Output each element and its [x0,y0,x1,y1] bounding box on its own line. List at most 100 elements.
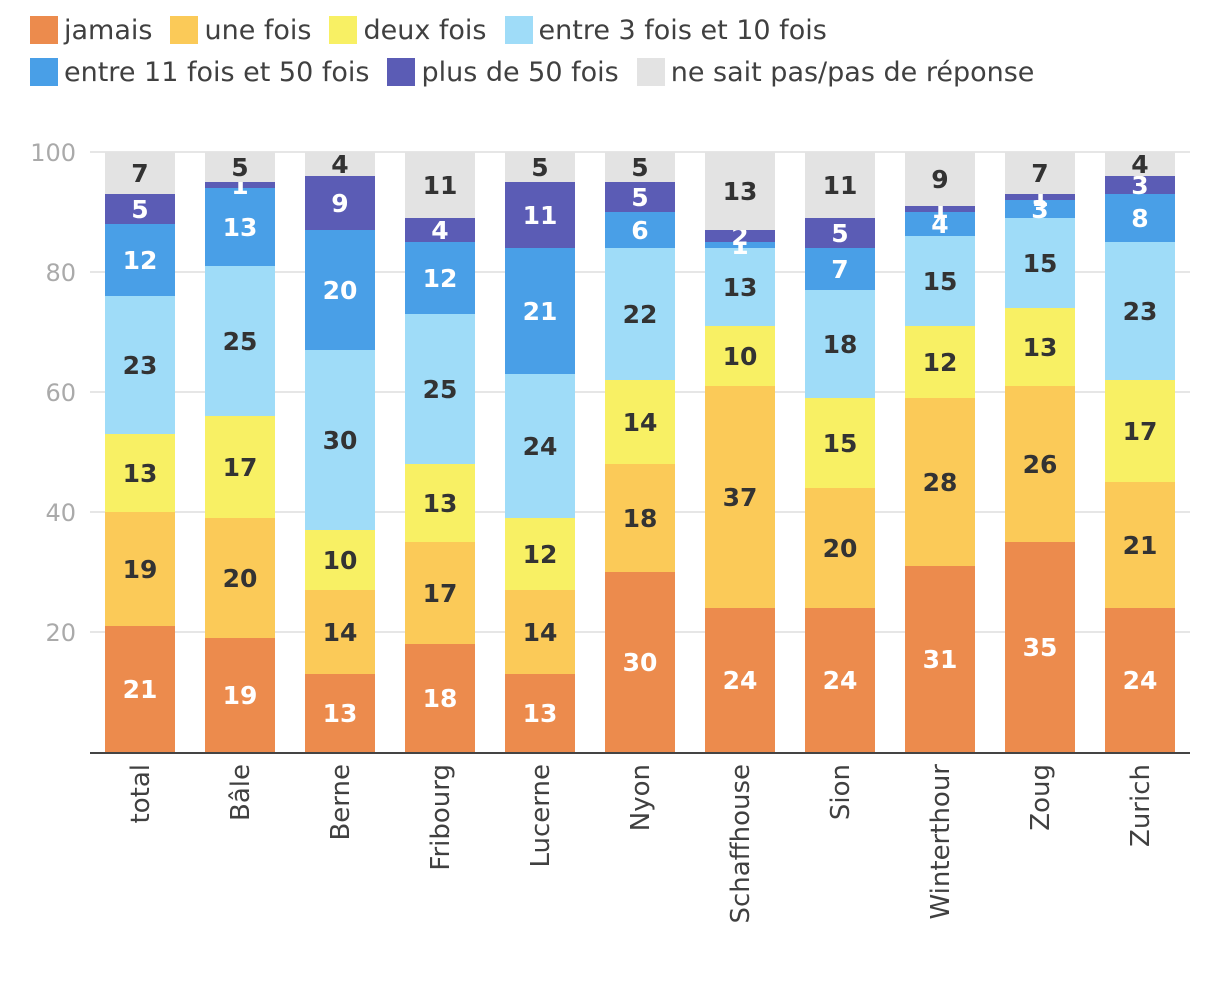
bar-segment-une-fois[interactable] [505,590,575,674]
bar-segment-une-fois[interactable] [805,488,875,608]
data-label: 23 [1123,297,1158,326]
bar-segment-deux-fois[interactable] [1005,308,1075,386]
bar-segment-plus-de-50-fois[interactable] [105,194,175,224]
bar-segment-une-fois[interactable] [705,386,775,608]
legend-item-ne-sait-pas-pas-de-reponse[interactable]: ne sait pas/pas de réponse [636,52,1034,94]
bar-segment-ne-sait-pas-pas-de-reponse[interactable] [805,152,875,218]
bar-segment-une-fois[interactable] [1105,482,1175,608]
bar-segment-plus-de-50-fois[interactable] [205,182,275,188]
x-category-label: Winterthour [926,764,956,920]
bar-segment-une-fois[interactable] [205,518,275,638]
bar-segment-une-fois[interactable] [405,542,475,644]
bar-segment-une-fois[interactable] [605,464,675,572]
bar-segment-ne-sait-pas-pas-de-reponse[interactable] [905,152,975,206]
data-label: 14 [623,408,658,437]
bar-segment-entre-3-fois-et-10-fois[interactable] [205,266,275,416]
bar-segment-deux-fois[interactable] [105,434,175,512]
bar-segment-ne-sait-pas-pas-de-reponse[interactable] [305,152,375,176]
bar-segment-entre-3-fois-et-10-fois[interactable] [405,314,475,464]
bar-segment-jamais[interactable] [1105,608,1175,752]
bar-segment-entre-11-fois-et-50-fois[interactable] [505,248,575,374]
data-label: 7 [1031,159,1048,188]
legend-item-jamais[interactable]: jamais [30,10,152,52]
bar-segment-une-fois[interactable] [905,398,975,566]
legend-swatch [329,16,358,44]
bar-segment-deux-fois[interactable] [405,464,475,542]
data-label: 4 [931,210,948,239]
data-label: 37 [723,483,758,512]
bar-segment-jamais[interactable] [905,566,975,752]
bar-segment-deux-fois[interactable] [705,326,775,386]
legend-item-plus-de-50-fois[interactable]: plus de 50 fois [387,52,619,94]
bar-segment-entre-11-fois-et-50-fois[interactable] [1105,194,1175,242]
bar-segment-entre-11-fois-et-50-fois[interactable] [605,212,675,248]
bar-segment-entre-3-fois-et-10-fois[interactable] [705,248,775,326]
bar-segment-entre-3-fois-et-10-fois[interactable] [505,374,575,518]
x-category-label: Bâle [226,764,256,821]
bar-segment-deux-fois[interactable] [205,416,275,518]
bar-segment-deux-fois[interactable] [805,398,875,488]
bar-segment-entre-3-fois-et-10-fois[interactable] [1105,242,1175,380]
bar-segment-entre-11-fois-et-50-fois[interactable] [205,188,275,266]
bar-segment-ne-sait-pas-pas-de-reponse[interactable] [705,152,775,230]
bar-segment-plus-de-50-fois[interactable] [405,218,475,242]
bar-segment-plus-de-50-fois[interactable] [505,182,575,248]
bar-segment-jamais[interactable] [205,638,275,752]
legend-item-deux-fois[interactable]: deux fois [329,10,487,52]
bar-segment-jamais[interactable] [805,608,875,752]
bar-segment-entre-11-fois-et-50-fois[interactable] [105,224,175,296]
bar-segment-deux-fois[interactable] [305,530,375,590]
bar-segment-jamais[interactable] [705,608,775,752]
x-category-label: total [126,764,156,823]
bar-segment-plus-de-50-fois[interactable] [1005,194,1075,200]
legend-item-une-fois[interactable]: une fois [170,10,311,52]
bar-segment-ne-sait-pas-pas-de-reponse[interactable] [105,152,175,194]
bar-segment-entre-3-fois-et-10-fois[interactable] [805,290,875,398]
bar-segment-jamais[interactable] [105,626,175,752]
data-label: 25 [423,375,458,404]
bar-segment-ne-sait-pas-pas-de-reponse[interactable] [1005,152,1075,194]
bar-segment-ne-sait-pas-pas-de-reponse[interactable] [605,152,675,182]
bar-segment-entre-3-fois-et-10-fois[interactable] [1005,218,1075,308]
bar-segment-entre-11-fois-et-50-fois[interactable] [905,212,975,236]
legend-item-entre-3-fois-et-10-fois[interactable]: entre 3 fois et 10 fois [504,10,827,52]
bar-segment-deux-fois[interactable] [905,326,975,398]
bar-segment-ne-sait-pas-pas-de-reponse[interactable] [505,152,575,182]
legend-label: plus de 50 fois [421,57,619,88]
bar-segment-entre-11-fois-et-50-fois[interactable] [305,230,375,350]
bar-segment-ne-sait-pas-pas-de-reponse[interactable] [1105,152,1175,176]
bar-segment-entre-3-fois-et-10-fois[interactable] [905,236,975,326]
bar-segment-plus-de-50-fois[interactable] [1105,176,1175,194]
legend-label: entre 3 fois et 10 fois [538,15,827,46]
bar-segment-entre-11-fois-et-50-fois[interactable] [1005,200,1075,218]
bar-segment-jamais[interactable] [305,674,375,752]
bar-segment-entre-11-fois-et-50-fois[interactable] [405,242,475,314]
bar-segment-ne-sait-pas-pas-de-reponse[interactable] [405,152,475,218]
bar-segment-plus-de-50-fois[interactable] [605,182,675,212]
bar-segment-entre-3-fois-et-10-fois[interactable] [105,296,175,434]
bar-segment-deux-fois[interactable] [505,518,575,590]
data-label: 12 [423,264,458,293]
legend-swatch [504,16,533,44]
bar-segment-deux-fois[interactable] [605,380,675,464]
bar-segment-jamais[interactable] [605,572,675,752]
bar-segment-entre-3-fois-et-10-fois[interactable] [605,248,675,380]
legend-item-entre-11-fois-et-50-fois[interactable]: entre 11 fois et 50 fois [30,52,369,94]
bar-segment-plus-de-50-fois[interactable] [305,176,375,230]
bar-segment-une-fois[interactable] [105,512,175,626]
bar-segment-jamais[interactable] [505,674,575,752]
data-label: 12 [923,348,958,377]
bar-segment-entre-11-fois-et-50-fois[interactable] [805,248,875,290]
bar-segment-ne-sait-pas-pas-de-reponse[interactable] [205,152,275,182]
bar-segment-entre-3-fois-et-10-fois[interactable] [305,350,375,530]
bar-segment-entre-11-fois-et-50-fois[interactable] [705,242,775,248]
bar-segment-une-fois[interactable] [1005,386,1075,542]
bar-segment-jamais[interactable] [1005,542,1075,752]
bar-segment-plus-de-50-fois[interactable] [705,230,775,242]
bar-segment-plus-de-50-fois[interactable] [805,218,875,248]
bar-segment-deux-fois[interactable] [1105,380,1175,482]
bar-segment-jamais[interactable] [405,644,475,752]
bar-segment-une-fois[interactable] [305,590,375,674]
bar-segment-plus-de-50-fois[interactable] [905,206,975,212]
y-tick-label: 60 [45,379,76,407]
